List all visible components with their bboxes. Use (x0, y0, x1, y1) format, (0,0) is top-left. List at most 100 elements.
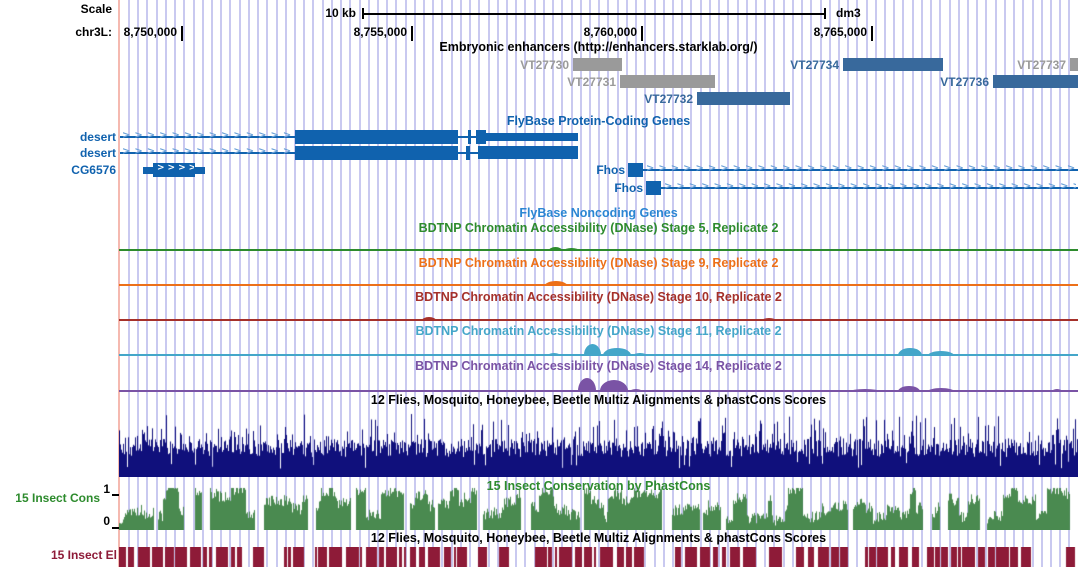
grid-line (413, 0, 416, 567)
grid-line (386, 0, 389, 567)
utr-cg6576-right[interactable] (195, 167, 205, 174)
strand-arrows-fhos-2: >>>>>>>>>>>>>>>>>>>>>>>>>>>>>>>>>>>>>>>>… (664, 181, 1076, 192)
grid-line (192, 0, 195, 567)
intron-line-desert-2 (120, 152, 295, 154)
intron-line-fhos-1 (643, 169, 1078, 171)
track-title-flybase-noncoding[interactable]: FlyBase Noncoding Genes (519, 206, 678, 220)
grid-line (625, 0, 628, 567)
track-title-bdtnp-stage10-replicate2[interactable]: BDTNP Chromatin Accessibility (DNase) St… (415, 290, 782, 304)
gene-label-fhos-1[interactable]: Fhos (596, 163, 625, 177)
grid-line (589, 0, 591, 567)
grid-line (828, 0, 831, 567)
grid-line (1003, 0, 1006, 567)
grid-line (257, 0, 260, 567)
scale-bar (362, 13, 826, 15)
assembly-label: dm3 (836, 6, 861, 20)
grid-line (957, 0, 960, 567)
strand-arrows-cg6576: >>>> (157, 163, 194, 173)
grid-line (247, 0, 250, 567)
signal-peak-stage11-replicate2 (603, 348, 631, 356)
grid-line (542, 0, 545, 567)
grid-line (727, 0, 730, 567)
signal-peak-stage5-replicate2 (564, 248, 579, 251)
grid-line (819, 0, 822, 567)
enhancer-item-VT27737[interactable] (1070, 58, 1078, 71)
grid-line (487, 0, 490, 567)
scale-value-label: 10 kb (325, 6, 356, 20)
grid-line (579, 0, 582, 567)
signal-peak-stage14-replicate2 (420, 390, 428, 392)
intron-line-fhos-2 (661, 187, 1078, 189)
coordinate-tick-label: 8,760,000 (583, 25, 637, 39)
track-title-bdtnp-stage5-replicate2[interactable]: BDTNP Chromatin Accessibility (DNase) St… (418, 221, 779, 235)
grid-line (441, 0, 444, 567)
grid-line (616, 0, 619, 567)
coordinate-tick (641, 26, 643, 41)
grid-line (229, 0, 232, 567)
enhancer-item-VT27732[interactable] (697, 92, 790, 105)
exon-tick-desert-1 (468, 130, 471, 144)
enhancer-item-VT27730[interactable] (573, 58, 622, 71)
grid-line (238, 0, 241, 567)
track-title-bdtnp-stage11-replicate2[interactable]: BDTNP Chromatin Accessibility (DNase) St… (415, 324, 782, 338)
track-title-multiz-2[interactable]: 12 Flies, Mosquito, Honeybee, Beetle Mul… (370, 531, 827, 545)
grid-line (681, 0, 684, 567)
enhancer-label-VT27731: VT27731 (567, 75, 616, 89)
exon-desert-1b[interactable] (476, 130, 486, 144)
grid-line (782, 0, 785, 567)
grid-line (524, 0, 527, 567)
coordinate-tick-label: 8,765,000 (813, 25, 867, 39)
grid-line (920, 0, 923, 567)
grid-line (367, 0, 370, 567)
enhancer-item-VT27734[interactable] (843, 58, 943, 71)
grid-line (220, 0, 223, 567)
enhancer-item-VT27731[interactable] (620, 75, 715, 88)
exon-cg6576[interactable] (153, 163, 195, 177)
enhancer-item-VT27736[interactable] (993, 75, 1078, 88)
chromosome-label: chr3L: (75, 25, 112, 39)
exon-fhos-1[interactable] (628, 163, 643, 177)
grid-line (856, 0, 859, 567)
grid-line (183, 0, 186, 567)
signal-peak-stage11-replicate2 (548, 353, 560, 356)
utr-cg6576-left[interactable] (143, 167, 153, 174)
enhancer-label-VT27730: VT27730 (520, 58, 569, 72)
phastcons-axis-min: 0 (103, 514, 110, 528)
grid-line (266, 0, 269, 567)
phastcons-histogram[interactable] (119, 487, 1078, 530)
exon-desert-2[interactable] (295, 146, 458, 160)
track-title-embryonic-enhancers[interactable]: Embryonic enhancers (http://enhancers.st… (439, 40, 758, 54)
exon-fhos-2[interactable] (646, 181, 661, 195)
signal-peak-stage9-replicate2 (545, 281, 567, 286)
track-title-flybase-protein-coding[interactable]: FlyBase Protein-Coding Genes (506, 114, 691, 128)
signal-peak-stage14-replicate2 (850, 389, 880, 392)
insect-elements-blocks[interactable] (119, 547, 1078, 567)
gene-label-desert-2[interactable]: desert (79, 146, 116, 160)
signal-peak-stage14-replicate2 (898, 386, 920, 392)
track-title-multiz[interactable]: 12 Flies, Mosquito, Honeybee, Beetle Mul… (370, 393, 827, 407)
grid-line (496, 0, 499, 567)
phastcons-left-label[interactable]: 15 Insect Cons (15, 491, 100, 505)
grid-line (708, 0, 711, 567)
multiz-conservation-histogram[interactable] (119, 410, 1078, 477)
grid-line (967, 0, 970, 567)
signal-peak-stage11-replicate2 (633, 353, 647, 356)
signal-peak-stage11-replicate2 (898, 348, 922, 356)
track-title-bdtnp-stage9-replicate2[interactable]: BDTNP Chromatin Accessibility (DNase) St… (418, 256, 779, 270)
gene-label-fhos-2[interactable]: Fhos (614, 181, 643, 195)
grid-line (847, 0, 850, 567)
signal-peak-stage10-replicate2 (524, 319, 536, 321)
insect-elements-left-label[interactable]: 15 Insect El (50, 548, 117, 562)
gene-label-cg6576[interactable]: CG6576 (71, 163, 116, 177)
signal-baseline-stage9-replicate2 (119, 284, 1078, 286)
grid-line (432, 0, 435, 567)
exon-desert-1[interactable] (295, 130, 458, 144)
grid-line (939, 0, 942, 567)
grid-line (1040, 0, 1043, 567)
grid-line (1022, 0, 1025, 567)
track-title-bdtnp-stage14-replicate2[interactable]: BDTNP Chromatin Accessibility (DNase) St… (415, 359, 782, 373)
grid-line (423, 0, 426, 567)
gene-label-desert-1[interactable]: desert (79, 130, 116, 144)
utr-desert-1[interactable] (486, 133, 578, 141)
exon-desert-2b[interactable] (478, 146, 578, 159)
